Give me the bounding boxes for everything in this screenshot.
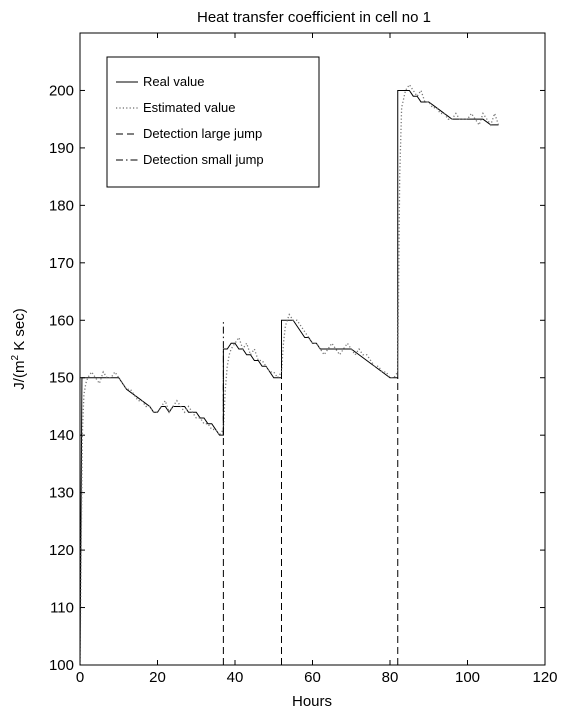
chart-title: Heat transfer coefficient in cell no 1: [197, 9, 431, 26]
y-tick-label: 120: [49, 542, 74, 559]
x-axis-label: Hours: [292, 693, 332, 710]
y-tick-label: 200: [49, 82, 74, 99]
x-tick-label: 80: [382, 669, 399, 686]
y-axis-label-prefix: J/(m: [11, 361, 28, 390]
y-axis: 100 110 120 130 140 150 160 170 180 190 200: [49, 82, 545, 674]
y-tick-label: 100: [49, 657, 74, 674]
series-layer: [80, 83, 500, 665]
legend-box: [106, 56, 320, 188]
y-tick-label: 140: [49, 427, 74, 444]
x-tick-label: 120: [532, 669, 557, 686]
x-tick-label: 40: [227, 669, 244, 686]
y-tick-label: 160: [49, 312, 74, 329]
y-tick-label: 190: [49, 140, 74, 157]
y-axis-label: J/(m2 K sec): [10, 308, 28, 389]
y-tick-label: 170: [49, 255, 74, 272]
series-real-value-line: [80, 89, 499, 665]
legend-label: Estimated value: [143, 100, 236, 115]
y-tick-label: 150: [49, 370, 74, 387]
legend-label: Real value: [143, 74, 204, 89]
legend-label: Detection small jump: [143, 152, 264, 167]
legend-label: Detection large jump: [143, 126, 262, 141]
y-axis-label-suffix: K sec): [11, 308, 28, 355]
x-tick-label: 60: [304, 669, 321, 686]
y-tick-label: 110: [50, 600, 74, 617]
x-tick-label: 20: [149, 669, 166, 686]
y-tick-label: 130: [49, 485, 74, 502]
y-tick-label: 180: [49, 197, 74, 214]
series-estimated-value-line: [80, 83, 500, 665]
x-tick-label: 100: [455, 669, 480, 686]
y-axis-label-sup: 2: [10, 355, 21, 361]
x-axis: 0 20 40 60 80 100 120: [76, 33, 558, 686]
x-tick-label: 0: [76, 669, 84, 686]
legend: Real value Estimated value Detection large…: [106, 56, 320, 188]
